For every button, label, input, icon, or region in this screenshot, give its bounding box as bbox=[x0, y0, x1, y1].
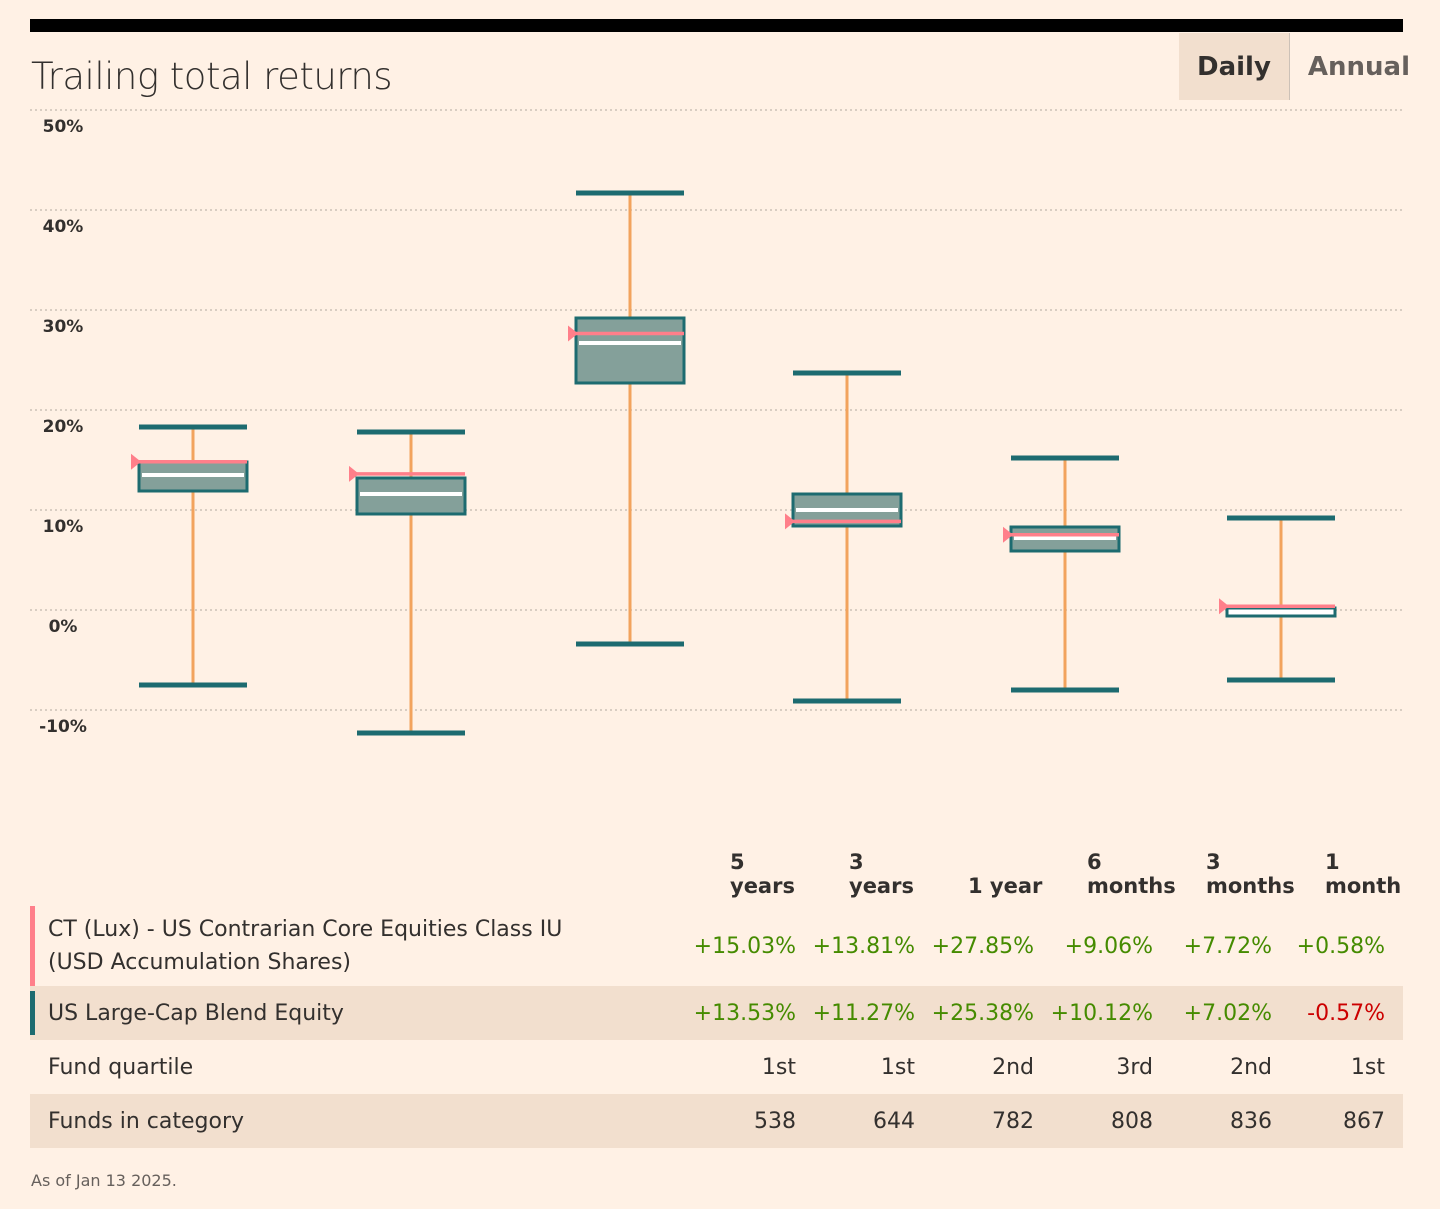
footnote: As of Jan 13 2025. bbox=[31, 1171, 177, 1190]
column-header-line: 1 bbox=[1325, 850, 1340, 874]
tab-annual[interactable]: Annual bbox=[1307, 51, 1411, 82]
column-header: 6 months bbox=[1052, 850, 1176, 898]
table-cell: +27.85% bbox=[931, 933, 1034, 959]
column-header-line: 5 years bbox=[730, 850, 795, 898]
table-cell: 2nd bbox=[992, 1054, 1034, 1080]
period-tabs: Daily Annual bbox=[1179, 33, 1428, 100]
column-header: 3 months bbox=[1171, 850, 1295, 898]
table-cell: 2nd bbox=[1230, 1054, 1272, 1080]
y-tick-label: 30% bbox=[43, 317, 84, 337]
table-cell: 867 bbox=[1343, 1108, 1385, 1134]
fund-marker-arrow bbox=[131, 453, 141, 470]
box-plot-chart: 50% 40% 30% 20% 10% 0% -10% bbox=[30, 109, 1403, 737]
table-cell: +15.03% bbox=[693, 933, 796, 959]
row-label: US Large-Cap Blend Equity bbox=[48, 1000, 344, 1026]
table-cell: +9.06% bbox=[1064, 933, 1153, 959]
table-cell: 538 bbox=[754, 1108, 796, 1134]
column-header-line: 1 year bbox=[968, 874, 1043, 898]
series-swatch bbox=[30, 906, 35, 986]
fund-marker-arrow bbox=[1219, 598, 1229, 615]
fund-marker-arrow bbox=[349, 465, 359, 482]
column-header: 3 years bbox=[814, 850, 933, 898]
series-swatch bbox=[30, 991, 35, 1035]
box bbox=[1225, 606, 1337, 618]
table-cell: -0.57% bbox=[1307, 1000, 1385, 1026]
column-header-line: 3 bbox=[1206, 850, 1221, 874]
table-header: 5 years 3 years 1 year 6 months 3 months 1 month bbox=[30, 830, 1403, 898]
row-label: Funds in category bbox=[48, 1108, 245, 1134]
table-cell: +25.38% bbox=[931, 1000, 1034, 1026]
table-cell: +11.27% bbox=[812, 1000, 915, 1026]
fund-marker-arrow bbox=[1003, 526, 1013, 543]
table-cell: 836 bbox=[1230, 1108, 1272, 1134]
row-label: Fund quartile bbox=[48, 1054, 194, 1080]
table-cell: +7.72% bbox=[1183, 933, 1272, 959]
column-header: 1 year bbox=[933, 874, 1052, 898]
column-header-line: months bbox=[1087, 874, 1176, 898]
y-tick-label: 40% bbox=[43, 217, 84, 237]
table-cell: 782 bbox=[992, 1108, 1034, 1134]
table-row: CT (Lux) - US Contrarian Core Equities C… bbox=[30, 906, 1403, 986]
box bbox=[574, 316, 686, 385]
returns-table: 5 years 3 years 1 year 6 months 3 months 1 month… bbox=[30, 830, 1403, 1148]
column-header-line: month bbox=[1325, 874, 1402, 898]
table-row: Funds in category 538 644 782 808 836 867 bbox=[30, 1094, 1403, 1148]
row-label: CT (Lux) - US Contrarian Core Equities C… bbox=[48, 917, 563, 975]
table-cell: 644 bbox=[873, 1108, 915, 1134]
column-header-line: 6 bbox=[1087, 850, 1102, 874]
column-header: 1 month bbox=[1290, 850, 1403, 898]
table-cell: +13.53% bbox=[693, 1000, 796, 1026]
table-cell: 1st bbox=[880, 1054, 915, 1080]
fund-marker-arrow bbox=[568, 325, 578, 342]
top-rule bbox=[30, 19, 1403, 32]
table-cell: +7.02% bbox=[1183, 1000, 1272, 1026]
table-cell: 1st bbox=[1350, 1054, 1385, 1080]
table-cell: +10.12% bbox=[1050, 1000, 1153, 1026]
table-row: US Large-Cap Blend Equity +13.53% +11.27% +… bbox=[30, 986, 1403, 1040]
y-tick-label: 20% bbox=[43, 417, 84, 437]
table-cell: +0.58% bbox=[1296, 933, 1385, 959]
y-tick-label: 0% bbox=[49, 617, 78, 637]
table-row: Fund quartile 1st 1st 2nd 3rd 2nd 1st bbox=[30, 1040, 1403, 1094]
y-tick-label: 10% bbox=[43, 517, 84, 537]
column-header: 5 years bbox=[695, 850, 814, 898]
table-cell: 1st bbox=[761, 1054, 796, 1080]
column-header-line: 3 years bbox=[849, 850, 914, 898]
fund-marker-arrow bbox=[785, 513, 795, 530]
table-cell: 3rd bbox=[1116, 1054, 1153, 1080]
tab-daily[interactable]: Daily bbox=[1179, 33, 1290, 100]
table-cell: +13.81% bbox=[812, 933, 915, 959]
page-title: Trailing total returns bbox=[31, 55, 393, 98]
column-header-line: months bbox=[1206, 874, 1295, 898]
table-cell: 808 bbox=[1111, 1108, 1153, 1134]
y-tick-label: 50% bbox=[43, 117, 84, 137]
y-tick-label: -10% bbox=[39, 717, 87, 737]
